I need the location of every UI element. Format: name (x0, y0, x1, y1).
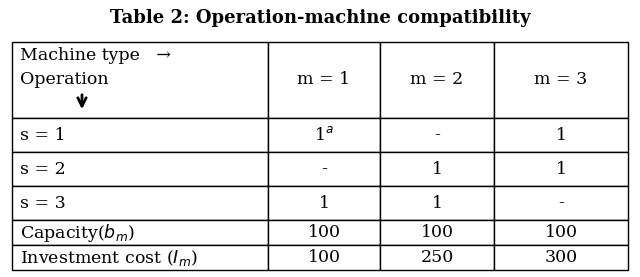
Text: s = 1: s = 1 (20, 127, 66, 143)
Bar (12, 245, 268, 270)
Bar (380, 220, 494, 245)
Bar (12, 42, 268, 118)
Text: -: - (321, 160, 327, 178)
Bar (12, 118, 268, 152)
Text: 1: 1 (556, 160, 566, 178)
Text: 1$^a$: 1$^a$ (314, 126, 334, 144)
Bar (380, 152, 494, 186)
Bar (380, 245, 494, 270)
Bar (12, 220, 268, 245)
Text: 100: 100 (545, 224, 577, 241)
Bar (380, 42, 494, 118)
Bar (380, 186, 494, 220)
Text: 100: 100 (420, 224, 454, 241)
Text: 1: 1 (431, 194, 442, 212)
Bar (268, 220, 380, 245)
Bar (12, 186, 268, 220)
Text: m = 2: m = 2 (410, 71, 463, 88)
Bar (268, 152, 380, 186)
Text: 100: 100 (307, 249, 340, 266)
Bar (268, 245, 380, 270)
Text: -: - (558, 194, 564, 212)
Bar (380, 118, 494, 152)
Text: Operation: Operation (20, 71, 109, 88)
Bar (494, 245, 628, 270)
Text: 100: 100 (307, 224, 340, 241)
Text: Machine type   →: Machine type → (20, 47, 171, 65)
Text: s = 2: s = 2 (20, 160, 66, 178)
Text: m = 1: m = 1 (298, 71, 351, 88)
Bar (268, 42, 380, 118)
Bar (494, 42, 628, 118)
Bar (268, 118, 380, 152)
Bar (494, 220, 628, 245)
Text: s = 3: s = 3 (20, 194, 66, 212)
Text: 1: 1 (556, 127, 566, 143)
Text: 250: 250 (420, 249, 454, 266)
Bar (494, 186, 628, 220)
Text: Capacity($b_m$): Capacity($b_m$) (20, 222, 135, 243)
Text: 1: 1 (319, 194, 330, 212)
Bar (494, 118, 628, 152)
Bar (12, 152, 268, 186)
Text: 1: 1 (431, 160, 442, 178)
Bar (268, 186, 380, 220)
Bar (494, 152, 628, 186)
Text: -: - (434, 127, 440, 143)
Text: 300: 300 (545, 249, 577, 266)
Text: Investment cost ($I_m$): Investment cost ($I_m$) (20, 248, 198, 268)
Text: Table 2: Operation-machine compatibility: Table 2: Operation-machine compatibility (109, 9, 531, 27)
Text: m = 3: m = 3 (534, 71, 588, 88)
